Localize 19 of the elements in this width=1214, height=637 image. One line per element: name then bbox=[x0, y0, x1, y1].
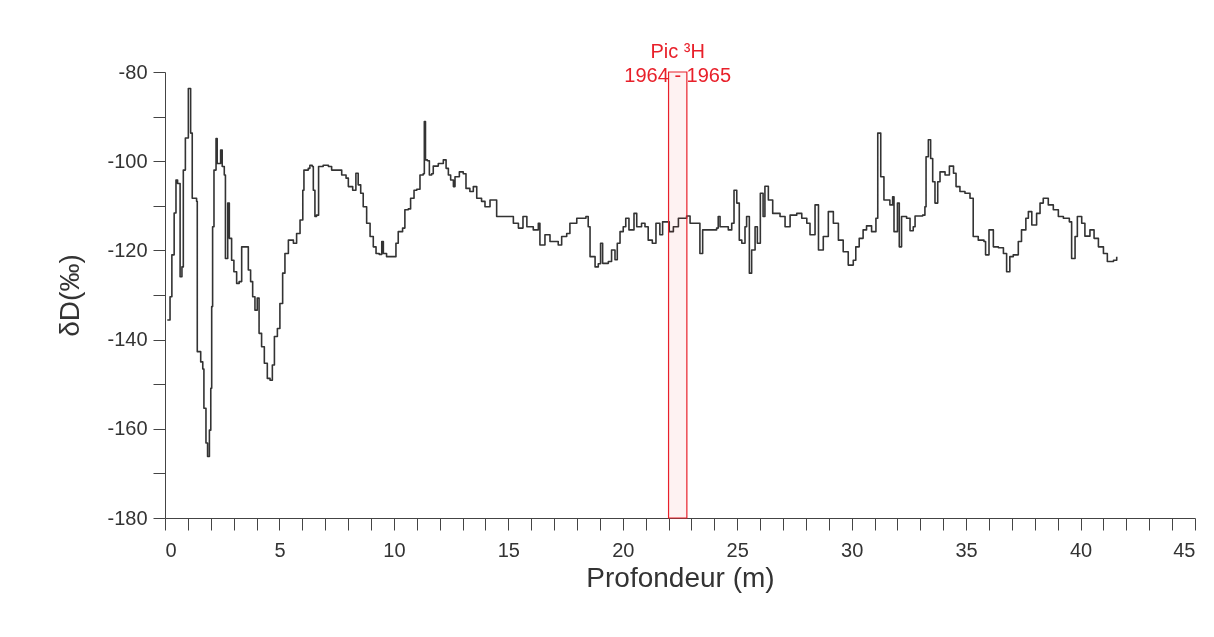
y-tick-label: -180 bbox=[107, 506, 148, 529]
x-tick-label: 5 bbox=[274, 538, 286, 561]
x-tick-label: 0 bbox=[165, 538, 177, 561]
y-axis-title: δD(‰) bbox=[54, 254, 86, 337]
y-tick-label: -80 bbox=[118, 60, 148, 83]
x-tick-label: 35 bbox=[955, 538, 978, 561]
y-tick-label: -120 bbox=[107, 238, 148, 261]
x-tick-label: 25 bbox=[726, 538, 749, 561]
x-tick-label: 30 bbox=[841, 538, 864, 561]
y-tick-label: -160 bbox=[107, 417, 148, 440]
x-tick-label: 40 bbox=[1069, 538, 1093, 561]
x-tick-label: 15 bbox=[497, 538, 520, 561]
x-tick-label: 10 bbox=[383, 538, 406, 561]
y-tick-label: -100 bbox=[107, 149, 148, 172]
x-axis-title: Profondeur (m) bbox=[586, 561, 775, 593]
band-label: Pic ³H 1964 - 1965 bbox=[624, 40, 732, 86]
y-tick-label: -140 bbox=[107, 328, 148, 351]
x-tick-label: 20 bbox=[612, 538, 635, 561]
x-tick-label: 45 bbox=[1173, 538, 1196, 561]
